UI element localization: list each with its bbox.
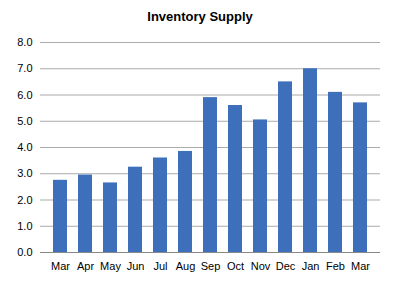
svg-text:Jul: Jul (153, 260, 167, 272)
svg-text:1.0: 1.0 (17, 220, 32, 232)
svg-text:Oct: Oct (227, 260, 244, 272)
svg-text:8.0: 8.0 (17, 36, 32, 48)
svg-text:Nov: Nov (251, 260, 271, 272)
svg-text:Dec: Dec (276, 260, 296, 272)
html-text:Inventory Supply: Inventory Supply (147, 9, 253, 24)
svg-text:Mar: Mar (51, 260, 70, 272)
svg-text:3.0: 3.0 (17, 167, 32, 179)
svg-text:Sep: Sep (201, 260, 221, 272)
svg-text:2.0: 2.0 (17, 194, 32, 206)
svg-text:May: May (100, 260, 121, 272)
svg-text:5.0: 5.0 (17, 115, 32, 127)
svg-text:Jan: Jan (302, 260, 320, 272)
svg-text:0.0: 0.0 (17, 246, 32, 258)
svg-text:Jun: Jun (127, 260, 145, 272)
svg-text:7.0: 7.0 (17, 62, 32, 74)
svg-text:Mar: Mar (351, 260, 370, 272)
svg-text:Feb: Feb (326, 260, 345, 272)
svg-text:4.0: 4.0 (17, 141, 32, 153)
svg-text:Apr: Apr (77, 260, 94, 272)
svg-text:Aug: Aug (176, 260, 196, 272)
svg-text:6.0: 6.0 (17, 89, 32, 101)
